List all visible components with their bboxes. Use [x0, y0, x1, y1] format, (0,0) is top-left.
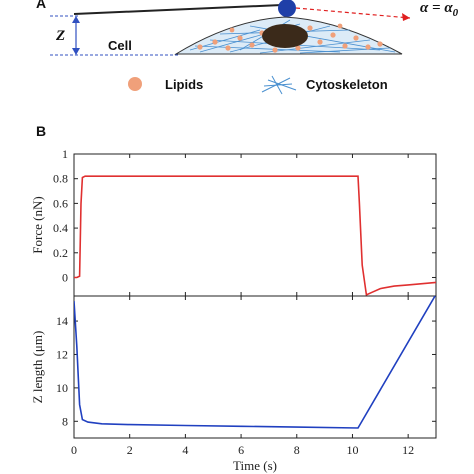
z-ylabel: Z length (μm) [30, 331, 45, 404]
legend-cytoskeleton: Cytoskeleton [261, 75, 388, 95]
series-line [74, 296, 436, 429]
probe-bead-icon [278, 0, 296, 17]
force-chart: 0 0.2 0.4 0.6 0.8 1 Force (nN) [30, 147, 437, 297]
panel-a-label: A [36, 0, 46, 11]
x-tick-label: 10 [346, 443, 358, 457]
x-tick-label: 0 [71, 443, 77, 457]
y-tick-label: 0.4 [53, 221, 68, 235]
z-chart-frame [73, 295, 437, 439]
legend-cytoskeleton-label: Cytoskeleton [306, 77, 388, 92]
legend-lipids: Lipids [128, 77, 203, 92]
y-tick-label: 0.2 [53, 246, 68, 260]
x-tick-label: 6 [238, 443, 244, 457]
z-arrow-bottom-head-icon [72, 48, 80, 55]
x-tick-label: 12 [402, 443, 414, 457]
y-tick-label: 8 [62, 414, 68, 428]
time-xlabel: Time (s) [233, 458, 277, 473]
cantilever-beam [73, 4, 283, 15]
legend-lipids-label: Lipids [165, 77, 203, 92]
series-line [74, 175, 436, 296]
z-arrow-top-head-icon [72, 16, 80, 23]
y-tick-label: 14 [56, 314, 68, 328]
cell-label: Cell [108, 38, 132, 53]
y-tick-label: 10 [56, 381, 68, 395]
x-tick-label: 4 [182, 443, 188, 457]
nucleus [262, 24, 308, 48]
y-tick-label: 0.6 [53, 196, 68, 210]
x-tick-label: 2 [127, 443, 133, 457]
cytoskeleton-icon [261, 75, 297, 95]
y-tick-label: 1 [62, 147, 68, 161]
lipid-droplet-icon [128, 77, 142, 91]
z-label: Z [55, 28, 65, 44]
y-tick-label: 0 [62, 270, 68, 284]
y-tick-label: 12 [56, 347, 68, 361]
force-ylabel: Force (nN) [30, 196, 45, 253]
alpha-arrowhead-icon [402, 13, 410, 21]
alpha-arrow [295, 7, 411, 19]
alpha-label: α = α0 [420, 0, 459, 19]
force-chart-frame [73, 153, 437, 297]
x-tick-label: 8 [294, 443, 300, 457]
panel-a-diagram: A α = α0 Z Cell [36, 0, 459, 95]
z-length-chart: 8 10 12 14 0 2 4 6 8 10 12 Z length (μm) Time (s) [30, 295, 437, 473]
panel-b-label: B [36, 123, 46, 139]
y-tick-label: 0.8 [53, 172, 68, 186]
